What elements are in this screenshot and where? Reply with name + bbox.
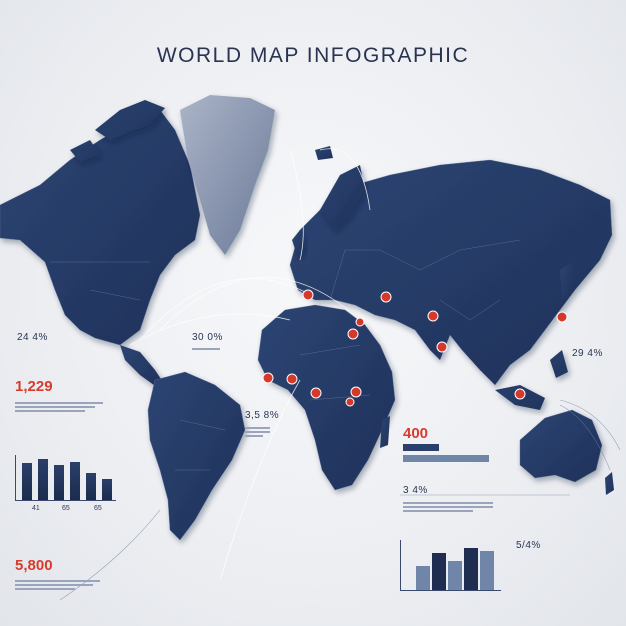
madagascar: [380, 416, 390, 448]
bottom-chart-bar: [448, 561, 462, 590]
stat-center-pct: 30 0%: [192, 332, 223, 343]
continent-australia: [519, 409, 603, 483]
stat-right-big: 400: [403, 425, 429, 442]
stat-center-lower-pct: 3,5 8%: [245, 410, 280, 421]
southeast-asia-islands: [495, 350, 568, 410]
marker-central-asia: [427, 310, 439, 322]
caption-center-lower: [245, 425, 270, 439]
marker-europe-east: [380, 291, 392, 303]
marker-india: [436, 341, 448, 353]
connection-arcs: [129, 148, 371, 581]
continent-north-america: [0, 109, 201, 346]
left-chart-label-2: 65: [62, 505, 70, 512]
stat-left-pct: 24 4%: [17, 332, 48, 343]
arctic-islands: [70, 100, 165, 162]
caption-right: [403, 500, 493, 514]
left-chart-bar: [38, 459, 48, 500]
left-chart-bar: [102, 479, 112, 500]
border-lines: [50, 239, 521, 471]
greenland: [180, 95, 275, 255]
left-chart-label-3: 65: [94, 505, 102, 512]
marker-southeast-asia: [514, 388, 526, 400]
left-chart-label-1: 41: [32, 505, 40, 512]
marker-west-africa: [262, 372, 274, 384]
continent-south-america: [147, 371, 246, 541]
continent-central-america: [120, 345, 165, 388]
scandinavia: [320, 165, 365, 230]
caption-left-bottom: [15, 578, 105, 592]
left-chart-bar: [86, 473, 96, 500]
left-bar-chart: [15, 455, 116, 501]
marker-middle-east: [347, 328, 359, 340]
iceland: [315, 146, 333, 160]
marker-west-africa-2: [286, 373, 298, 385]
stat-right-mid-pct: 3 4%: [403, 485, 428, 496]
page-title: WORLD MAP INFOGRAPHIC: [156, 44, 470, 67]
marker-central-africa: [310, 387, 322, 399]
stat-right-bottom-pct: 5/4%: [516, 540, 541, 551]
stat-left-bottom-big: 5,800: [15, 557, 53, 574]
continent-eurasia: [289, 159, 613, 386]
connection-arcs-dark: [59, 399, 621, 601]
hbar-1: [403, 444, 440, 451]
marker-japan: [556, 311, 568, 323]
bottom-chart-bar: [480, 550, 494, 590]
bottom-chart-bar: [464, 547, 478, 590]
stat-right-pct: 29 4%: [572, 348, 603, 359]
bottom-bar-chart: [400, 540, 501, 591]
marker-east-africa: [350, 386, 362, 398]
location-markers: [262, 289, 568, 407]
left-chart-bar: [22, 462, 32, 500]
marker-east-africa-2: [345, 397, 355, 407]
hbar-2: [403, 455, 489, 462]
stat-left-big: 1,229: [15, 378, 53, 395]
caption-left: [15, 400, 105, 414]
japan: [560, 262, 574, 300]
british-isles: [292, 230, 306, 258]
bottom-chart-bar: [416, 566, 430, 590]
left-chart-bar: [54, 465, 64, 500]
marker-middle-east-2: [355, 317, 365, 327]
caption-center: [192, 348, 220, 350]
marker-europe-west: [302, 289, 314, 301]
new-zealand: [605, 472, 614, 495]
left-chart-bar: [70, 461, 80, 500]
continent-africa: [257, 304, 396, 491]
right-hbar-chart: [403, 444, 498, 462]
bottom-chart-bar: [432, 552, 446, 590]
